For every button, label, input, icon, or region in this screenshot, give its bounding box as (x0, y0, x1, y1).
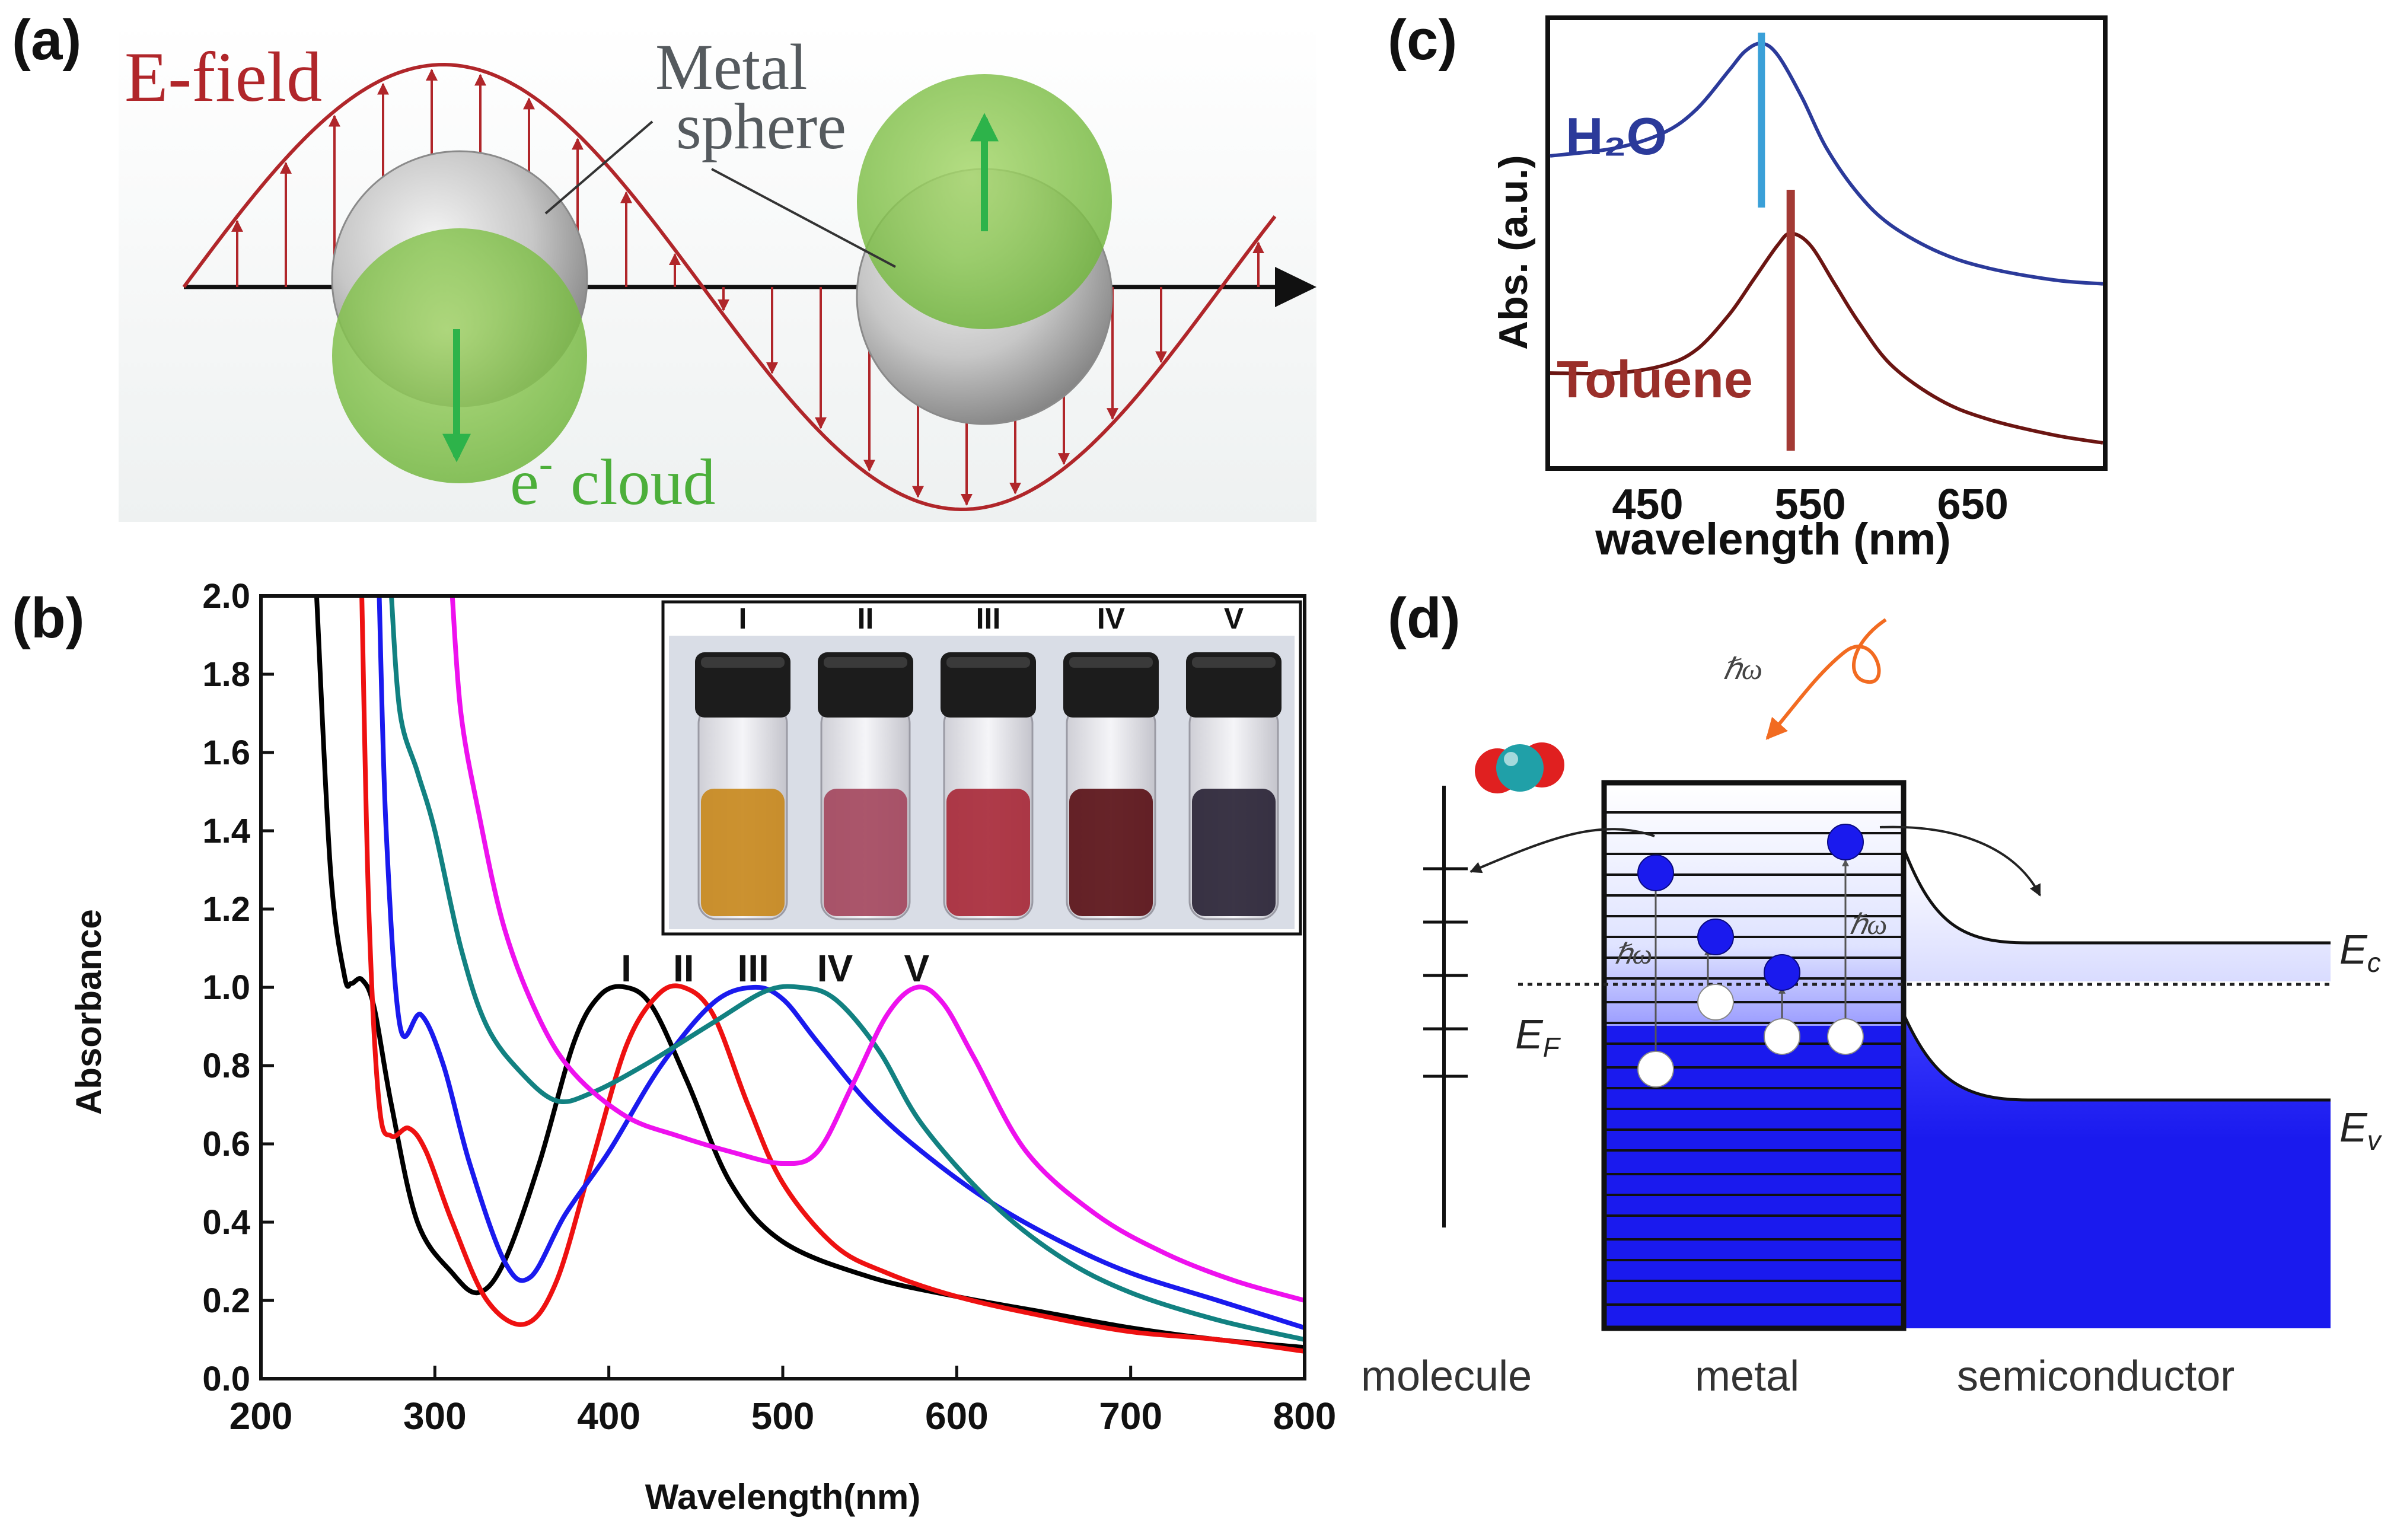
molecule-label: molecule (1361, 1353, 1532, 1400)
ytick-label: 0.4 (202, 1203, 250, 1242)
axis-arrowhead (1275, 267, 1316, 307)
transfer-to-molecule-arrow (1469, 828, 1655, 873)
xtick-label: 650 (1937, 481, 2009, 528)
photon-hw-label: ℏω (1723, 652, 1762, 685)
peak-label: III (737, 947, 769, 990)
photon-wave-icon (1765, 618, 1887, 740)
hw-label-left: ℏω (1614, 939, 1652, 970)
ytick-label: 1.4 (202, 812, 250, 850)
metal-label-line1: Metal (655, 31, 808, 103)
hw-label-right: ℏω (1849, 909, 1887, 940)
panel-a-label: (a) (12, 8, 81, 72)
ytick-label: 0.2 (202, 1281, 250, 1320)
metal-sphere-right (856, 74, 1113, 425)
panel-b-plot (314, 596, 1305, 1354)
xtick-label: 700 (1099, 1395, 1162, 1437)
holes (1637, 984, 1864, 1088)
conduction-band (1904, 848, 2331, 981)
peak-label: IV (817, 947, 853, 990)
vial (695, 652, 790, 920)
vial-label: II (857, 602, 874, 635)
molecule-levels (1423, 867, 1468, 1078)
ev-label: Ev (2339, 1104, 2383, 1156)
panel-c: (c) H₂O Toluene Abs. (a.u.) 450 550 650 wa… (1388, 8, 2108, 565)
panel-b: (b) 200 300 400 500 600 700 800 0.0 0.2 0.4 0.6 0.8… (12, 577, 1336, 1517)
vial (1063, 652, 1159, 920)
metal-label-line2: sphere (676, 90, 846, 162)
series-line-III (377, 596, 1305, 1331)
panel-d: (d) ℏω (1361, 586, 2383, 1400)
toluene-label: Toluene (1557, 350, 1753, 409)
xtick-label: 450 (1612, 481, 1683, 528)
semiconductor-label: semiconductor (1957, 1353, 2234, 1400)
xtick-label: 200 (229, 1395, 293, 1437)
peak-label: I (621, 947, 632, 990)
panel-c-frame (1545, 15, 2108, 471)
h2o-label: H₂O (1566, 107, 1667, 165)
ytick-label: 0.0 (202, 1360, 250, 1398)
panel-c-xlabel: wavelength (nm) (1595, 514, 1951, 565)
ec-edge (1902, 847, 2331, 945)
vial-inset: I II III IV V (661, 600, 1302, 936)
series-line-IV (389, 596, 1305, 1342)
ytick-label: 0.8 (202, 1047, 250, 1085)
efield-label: E-field (125, 37, 322, 116)
efield-wave (182, 62, 1277, 512)
vial (941, 652, 1036, 920)
panel-b-ticks: 200 300 400 500 600 700 800 0.0 0.2 0.4 0.6 0.8 1.0 1… (202, 577, 1336, 1437)
series-line-II (359, 596, 1305, 1354)
xtick-label: 550 (1775, 481, 1846, 528)
ev-edge (1902, 1013, 2331, 1102)
metal-box (1601, 780, 1907, 1331)
peak-labels: I II III IV V (621, 947, 929, 990)
xtick-label: 300 (403, 1395, 467, 1437)
ytick-label: 1.2 (202, 890, 250, 929)
electrons (1637, 824, 1864, 991)
xtick-label: 500 (751, 1395, 815, 1437)
metal-sphere-left (331, 150, 588, 483)
xtick-label: 800 (1273, 1395, 1337, 1437)
ytick-label: 1.8 (202, 655, 250, 694)
vial-label: IV (1097, 602, 1126, 635)
panel-a: (a) E-field Metal sphere e-cloud (12, 8, 1316, 522)
ef-label: EF (1515, 1011, 1561, 1063)
panel-c-plot (1550, 33, 2103, 451)
series-line-V (450, 596, 1305, 1303)
vial (1186, 652, 1282, 920)
molecule-icon (1475, 742, 1564, 793)
panel-d-label: (d) (1388, 586, 1461, 650)
panel-b-label: (b) (12, 586, 85, 650)
panel-b-xlabel: Wavelength(nm) (645, 1477, 920, 1517)
transfer-to-semiconductor-arrow (1879, 825, 2041, 897)
ytick-label: 2.0 (202, 577, 250, 616)
panel-c-xticks: 450 550 650 (1612, 481, 2008, 528)
peak-label: II (673, 947, 694, 990)
panel-c-ylabel: Abs. (a.u.) (1491, 155, 1536, 350)
peak-label: V (904, 947, 930, 990)
panel-b-ylabel: Absorbance (69, 909, 109, 1115)
vial-label: I (739, 602, 747, 635)
series-line-h2o (1550, 42, 2103, 286)
ytick-label: 1.6 (202, 734, 250, 772)
metal-label: metal (1695, 1353, 1799, 1400)
ytick-label: 1.0 (202, 968, 250, 1007)
vial-label: III (976, 602, 1001, 635)
metal-leader-left (544, 120, 654, 215)
series-line-toluene (1550, 231, 2103, 445)
vial (818, 652, 913, 920)
series-lines (314, 596, 1305, 1354)
valence-band (1904, 1014, 2331, 1328)
vials: I II III IV V (695, 602, 1282, 920)
cloud-label: e-cloud (510, 441, 716, 518)
metal-leader-right (711, 168, 896, 268)
xtick-label: 400 (577, 1395, 640, 1437)
xtick-label: 600 (925, 1395, 989, 1437)
ytick-label: 0.6 (202, 1125, 250, 1163)
panel-a-background (119, 21, 1316, 522)
panel-c-label: (c) (1388, 8, 1457, 72)
vial-label: V (1224, 602, 1244, 635)
ec-label: Ec (2339, 926, 2381, 978)
